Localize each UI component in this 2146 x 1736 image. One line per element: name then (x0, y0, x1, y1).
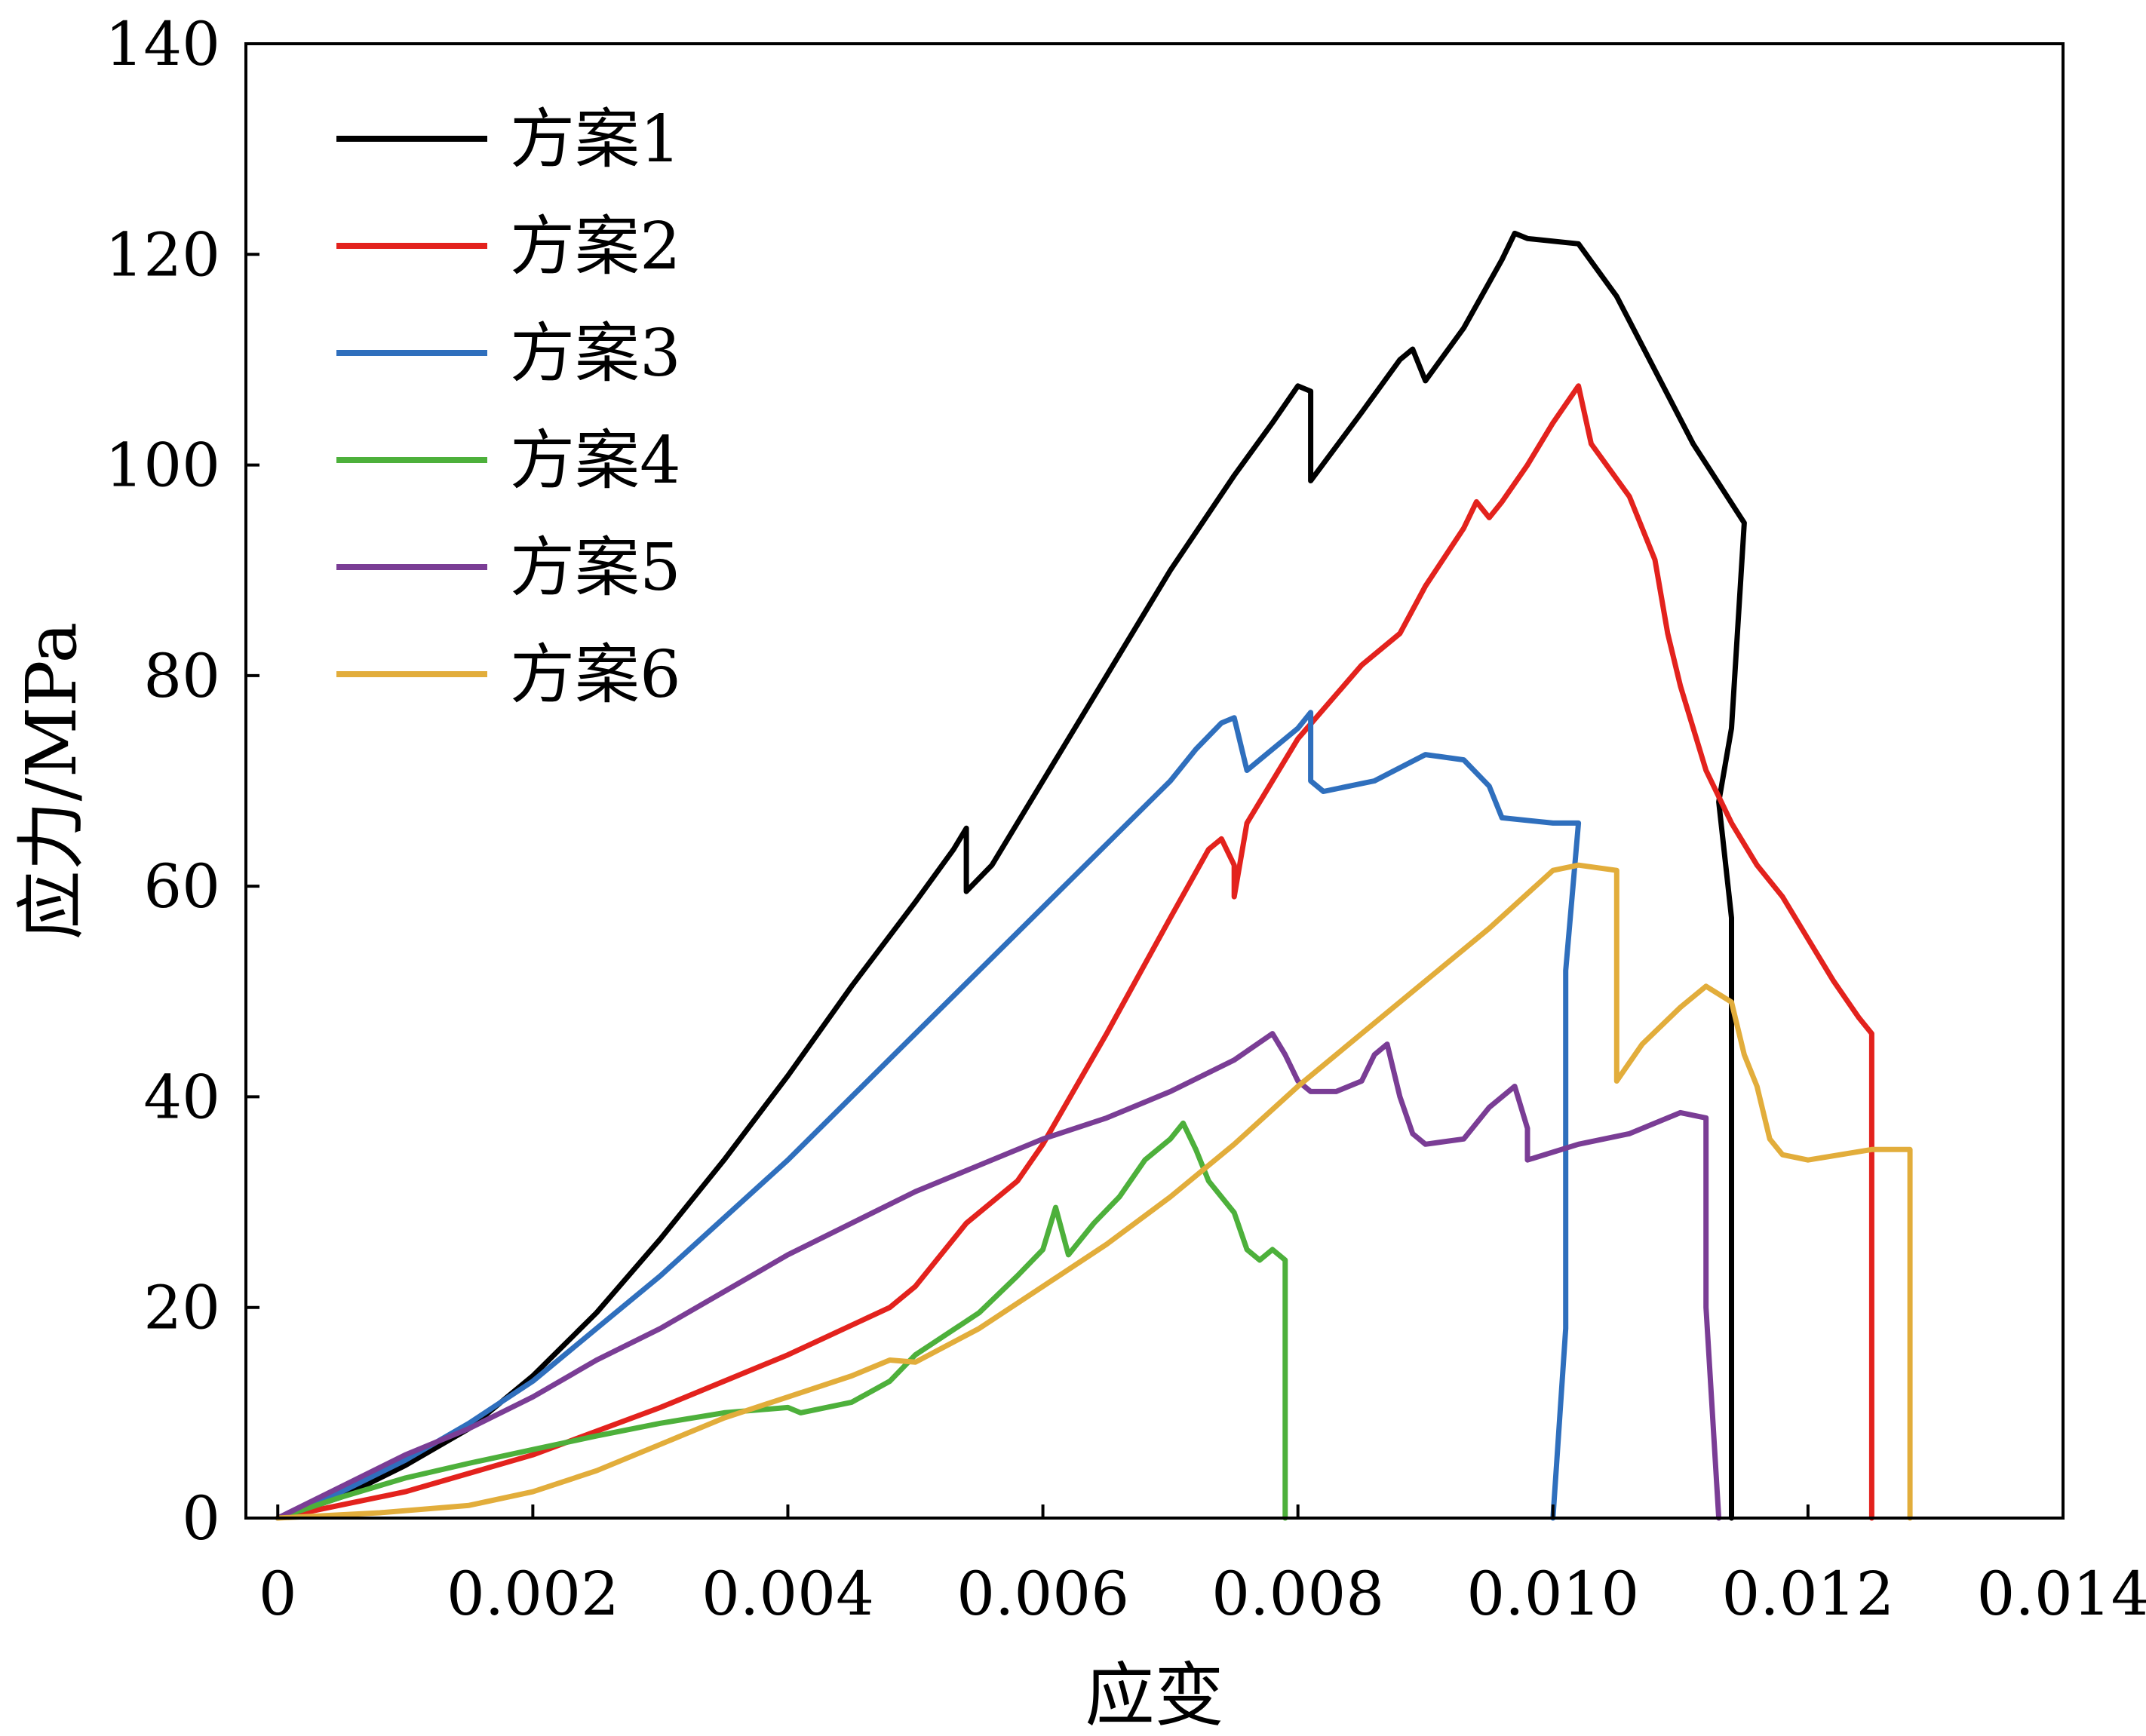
legend-label-3: 方案3 (510, 316, 681, 391)
series-line-1 (275, 230, 1747, 1521)
y-tick-label: 40 (143, 1062, 220, 1132)
series-line-5 (275, 1031, 1722, 1521)
series-layer (275, 230, 1913, 1521)
x-tick-label: 0.004 (702, 1559, 874, 1629)
y-tick-label: 120 (105, 219, 220, 290)
y-tick-label: 80 (143, 641, 220, 711)
legend-label-4: 方案4 (510, 423, 681, 498)
x-axis-ticks: 0 0.002 0.004 0.006 0.008 0.010 0.012 0.014 (259, 1504, 2146, 1629)
legend-label-2: 方案2 (510, 209, 681, 284)
x-axis-title: 应变 (1085, 1655, 1223, 1736)
y-tick-label: 60 (143, 851, 220, 922)
plot-frame (244, 42, 2065, 1520)
series-line-6 (275, 862, 1913, 1521)
x-tick-label: 0.006 (956, 1559, 1129, 1629)
x-tick-label: 0 (259, 1559, 297, 1629)
series-line-2 (275, 383, 1874, 1521)
legend: 方案1 方案2 方案3 方案4 方案5 方案6 (336, 102, 681, 713)
y-tick-label: 140 (105, 9, 220, 79)
x-tick-label: 0.008 (1211, 1559, 1384, 1629)
series-line-4 (275, 1120, 1288, 1521)
x-tick-label: 0.012 (1721, 1559, 1894, 1629)
x-tick-label: 0.014 (1976, 1559, 2146, 1629)
y-tick-label: 20 (143, 1273, 220, 1343)
x-tick-label: 0.010 (1466, 1559, 1639, 1629)
legend-label-5: 方案5 (510, 530, 681, 606)
legend-label-6: 方案6 (510, 637, 681, 713)
series-line-3 (275, 710, 1582, 1521)
y-axis-title: 应力/MPa (11, 622, 92, 940)
y-axis-ticks: 0 20 40 60 80 100 120 140 (105, 9, 259, 1554)
y-tick-label: 0 (182, 1483, 220, 1554)
x-tick-label: 0.002 (447, 1559, 619, 1629)
y-tick-label: 100 (105, 431, 220, 501)
legend-label-1: 方案1 (510, 102, 681, 177)
